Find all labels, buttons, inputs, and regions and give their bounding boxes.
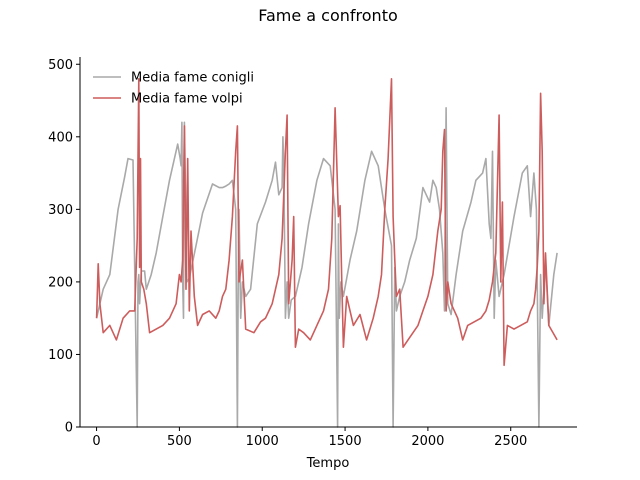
chart-title: Fame a confronto <box>258 6 398 25</box>
series-line-2 <box>95 78 558 367</box>
x-tick-label: 1000 <box>246 434 279 449</box>
y-tick-label: 200 <box>48 275 73 290</box>
y-axis-ticks: 0 100 200 300 400 500 <box>48 58 80 436</box>
x-tick-label: 500 <box>167 434 192 449</box>
x-tick-label: 2000 <box>411 434 444 449</box>
y-tick-label: 0 <box>65 421 73 436</box>
y-tick-label: 500 <box>48 58 73 73</box>
legend-label: Media fame conigli <box>131 71 254 86</box>
y-tick-label: 100 <box>48 348 73 363</box>
y-tick-label: 300 <box>48 203 73 218</box>
legend: Media fame conigli Media fame volpi <box>93 71 254 107</box>
series-line-1 <box>95 107 558 428</box>
y-tick-label: 400 <box>48 130 73 145</box>
legend-label: Media fame volpi <box>131 92 243 107</box>
plot-area <box>95 78 558 428</box>
x-axis-label: Tempo <box>306 456 350 471</box>
x-tick-label: 1500 <box>329 434 362 449</box>
x-tick-label: 0 <box>92 434 100 449</box>
x-axis-ticks: 0 500 1000 1500 2000 2500 <box>92 427 527 449</box>
x-tick-label: 2500 <box>494 434 527 449</box>
